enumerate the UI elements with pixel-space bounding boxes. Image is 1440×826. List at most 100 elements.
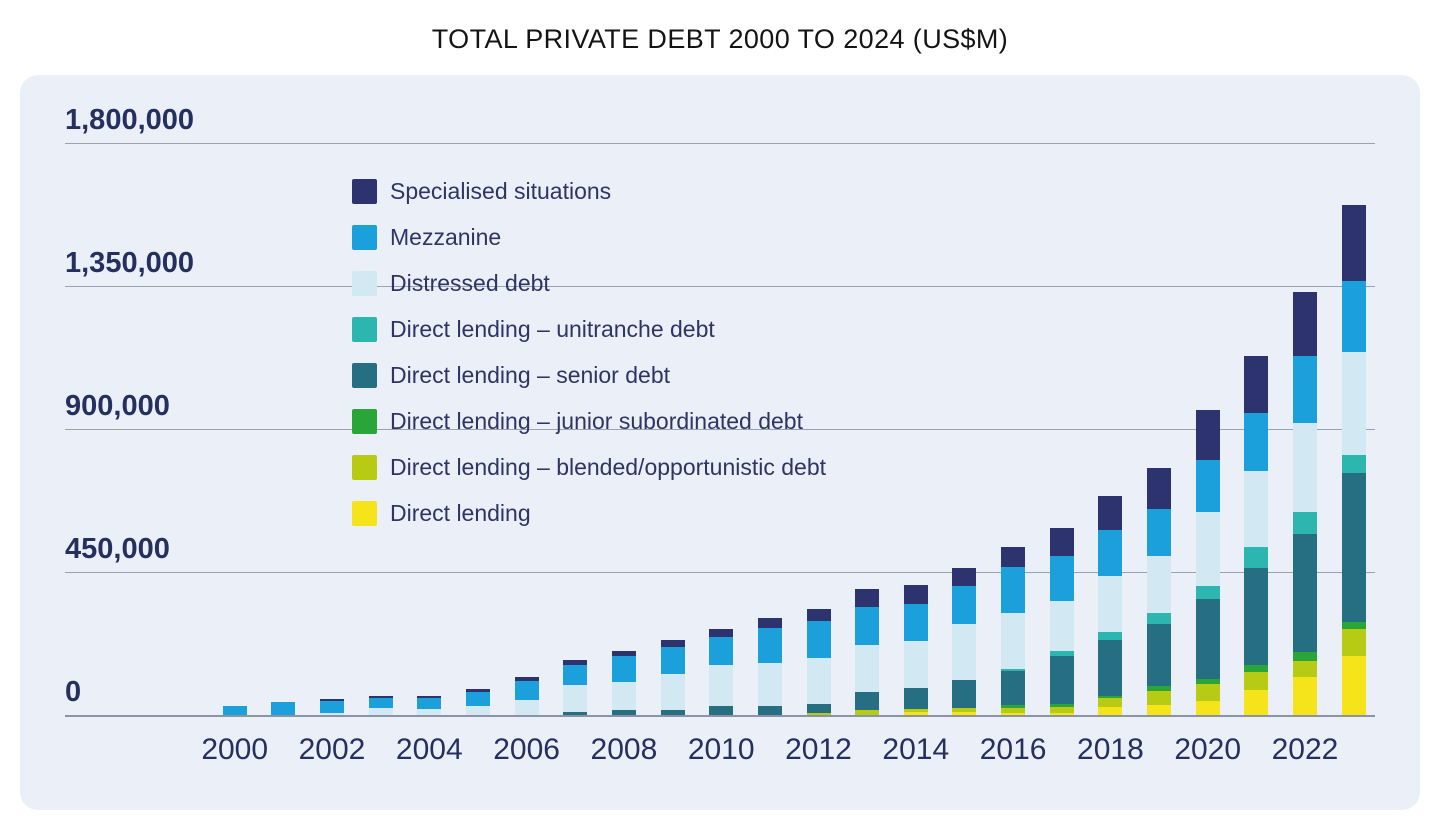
legend-label: Direct lending – unitranche debt bbox=[390, 315, 715, 342]
x-axis-label: 2014 bbox=[882, 733, 950, 766]
bar-segment bbox=[563, 711, 588, 715]
bar-segment bbox=[1341, 352, 1366, 456]
bar-segment bbox=[757, 618, 782, 628]
bar-2021 bbox=[1244, 355, 1269, 715]
bar-segment bbox=[1147, 686, 1172, 691]
gridline bbox=[65, 286, 1375, 287]
bar-segment bbox=[1098, 496, 1123, 530]
x-axis-label: 2004 bbox=[395, 733, 463, 766]
bar-2005 bbox=[465, 688, 490, 715]
bar-segment bbox=[465, 688, 490, 693]
bar-segment bbox=[1195, 678, 1220, 684]
bar-segment bbox=[1244, 672, 1269, 691]
x-axis-label: 2016 bbox=[979, 733, 1047, 766]
bar-segment bbox=[514, 700, 539, 715]
bar-segment bbox=[1244, 547, 1269, 569]
legend-label: Distressed debt bbox=[390, 269, 550, 296]
bar-2017 bbox=[1049, 527, 1074, 715]
bar-segment bbox=[660, 674, 685, 710]
bar-segment bbox=[1001, 671, 1026, 706]
bar-segment bbox=[1049, 556, 1074, 601]
bar-segment bbox=[1049, 656, 1074, 704]
bar-segment bbox=[709, 706, 734, 715]
gridline bbox=[65, 143, 1375, 144]
bar-segment bbox=[903, 712, 928, 715]
legend-swatch-icon bbox=[352, 454, 377, 480]
bar-segment bbox=[1293, 676, 1317, 715]
bar-2014 bbox=[903, 585, 928, 715]
legend-swatch-icon bbox=[352, 408, 377, 434]
bar-segment bbox=[709, 628, 734, 637]
bar-2020 bbox=[1195, 410, 1220, 715]
legend-label: Specialised situations bbox=[390, 177, 612, 204]
bar-segment bbox=[952, 712, 977, 715]
bar-segment bbox=[611, 650, 636, 656]
bar-segment bbox=[757, 627, 782, 663]
bar-segment bbox=[563, 665, 588, 686]
bar-segment bbox=[1049, 712, 1074, 715]
bar-segment bbox=[1195, 511, 1220, 587]
legend-item: Direct lending – senior debt bbox=[352, 352, 826, 398]
bar-segment bbox=[1001, 567, 1026, 614]
bar-segment bbox=[1195, 700, 1220, 715]
bar-segment bbox=[1244, 470, 1269, 548]
bar-segment bbox=[952, 585, 977, 625]
x-axis-label: 2018 bbox=[1077, 733, 1144, 766]
y-axis-label: 1,800,000 bbox=[65, 104, 195, 136]
legend-swatch-icon bbox=[352, 224, 377, 250]
bar-segment bbox=[222, 706, 247, 715]
legend-label: Mezzanine bbox=[390, 223, 502, 250]
bar-2007 bbox=[563, 659, 588, 715]
bar-segment bbox=[417, 698, 442, 709]
bar-segment bbox=[1195, 683, 1220, 701]
bar-segment bbox=[1244, 690, 1269, 715]
bar-segment bbox=[806, 608, 831, 621]
bar-2001 bbox=[271, 702, 296, 715]
bar-segment bbox=[1147, 704, 1172, 715]
bar-segment bbox=[757, 705, 782, 715]
x-axis-label: 2002 bbox=[298, 733, 366, 766]
bar-2023 bbox=[1341, 205, 1366, 715]
bar-2015 bbox=[952, 567, 977, 715]
bar-segment bbox=[563, 685, 588, 712]
x-axis-label: 2012 bbox=[785, 733, 852, 766]
bar-2004 bbox=[417, 695, 442, 715]
bar-segment bbox=[1001, 546, 1026, 568]
bar-2013 bbox=[855, 588, 880, 715]
bar-segment bbox=[1293, 355, 1317, 423]
chart-panel: 0 450,000 900,000 1,350,000 1,800,000 2000 200… bbox=[20, 75, 1420, 810]
bar-segment bbox=[1293, 422, 1317, 513]
bar-segment bbox=[806, 713, 831, 715]
legend-item: Direct lending – junior subordinated deb… bbox=[352, 398, 826, 444]
bar-segment bbox=[1001, 668, 1026, 672]
bar-segment bbox=[368, 708, 393, 715]
bar-segment bbox=[514, 676, 539, 682]
bar-segment bbox=[1147, 556, 1172, 614]
bar-segment bbox=[514, 681, 539, 701]
bar-segment bbox=[1244, 413, 1269, 471]
bar-segment bbox=[1001, 613, 1026, 669]
bar-segment bbox=[1147, 613, 1172, 624]
bar-segment bbox=[611, 682, 636, 710]
bar-segment bbox=[611, 709, 636, 715]
legend-swatch-icon bbox=[352, 178, 377, 204]
bar-segment bbox=[1049, 651, 1074, 657]
bar-segment bbox=[1098, 529, 1123, 577]
bar-segment bbox=[1049, 707, 1074, 713]
bar-segment bbox=[1341, 656, 1366, 715]
legend-item: Direct lending – unitranche debt bbox=[352, 306, 826, 352]
bar-segment bbox=[1001, 708, 1026, 714]
bar-segment bbox=[855, 692, 880, 710]
legend-item: Specialised situations bbox=[352, 168, 826, 214]
bar-2009 bbox=[660, 640, 685, 715]
bar-segment bbox=[611, 655, 636, 683]
bar-segment bbox=[1244, 665, 1269, 673]
legend-label: Direct lending – blended/opportunistic d… bbox=[390, 453, 827, 480]
bar-segment bbox=[1049, 600, 1074, 652]
bar-segment bbox=[1244, 355, 1269, 414]
bar-segment bbox=[1049, 527, 1074, 557]
bar-segment bbox=[1147, 690, 1172, 705]
bar-segment bbox=[1147, 623, 1172, 687]
bar-segment bbox=[1341, 629, 1366, 657]
bar-segment bbox=[1098, 707, 1123, 715]
